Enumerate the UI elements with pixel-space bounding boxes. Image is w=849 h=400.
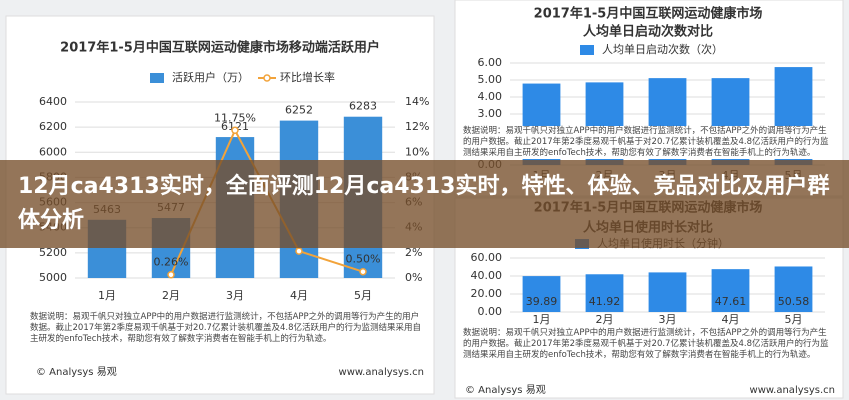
footnote: 数据说明：易观千帆只对独立APP中的用户数据进行监测统计，不包括APP之外的调用… (30, 312, 422, 345)
data-label: 6283 (349, 100, 377, 113)
y-tick-label: 5.00 (478, 73, 503, 86)
y-tick-label: 5200 (39, 246, 67, 259)
chart-title: 2017年1-5月中国互联网运动健康市场 (534, 6, 763, 22)
x-tick-label: 5月 (354, 289, 372, 302)
footnote: 数据说明：易观千帆只对独立APP中的用户数据进行监测统计，不包括APP之外的调用… (463, 126, 835, 159)
data-label: 11.75% (214, 111, 256, 124)
x-tick-label: 4月 (290, 289, 308, 302)
data-label: 39.89 (526, 295, 558, 308)
y-tick-label: 6000 (39, 145, 67, 158)
bar (585, 274, 624, 312)
y2-tick-label: 2% (405, 246, 422, 259)
footnote: 数据说明：易观千帆只对独立APP中的用户数据进行监测统计，不包括APP之外的调用… (463, 328, 835, 361)
data-label: 47.61 (715, 295, 747, 308)
legend-label: 人均单日启动次数（次） (602, 42, 723, 56)
chart-title: 2017年1-5月中国互联网运动健康市场移动端活跃用户 (60, 40, 380, 56)
data-label: 50.58 (778, 295, 810, 308)
x-tick-label: 3月 (659, 313, 677, 326)
data-label: 0.26% (154, 256, 189, 269)
bar (711, 269, 750, 312)
legend-swatch (150, 73, 164, 83)
y2-tick-label: 14% (405, 95, 429, 108)
legend-marker (263, 74, 271, 82)
x-tick-label: 1月 (98, 289, 116, 302)
data-label: 0.50% (346, 253, 381, 266)
source-url: www.analysys.cn (750, 385, 835, 396)
chart-subtitle: 人均单日启动次数对比 (583, 24, 713, 40)
legend-label: 环比增长率 (280, 70, 335, 84)
x-tick-label: 3月 (226, 289, 244, 302)
y2-tick-label: 10% (405, 145, 429, 158)
y-tick-label: 20.00 (471, 287, 503, 300)
line-point (167, 270, 175, 279)
y-tick-label: 40.00 (471, 269, 503, 282)
legend-label: 活跃用户（万） (172, 70, 249, 84)
source: © Analysys 易观 (36, 366, 117, 378)
y2-tick-label: 12% (405, 120, 429, 133)
y-tick-label: 3.00 (478, 107, 503, 120)
data-label: 41.92 (589, 295, 621, 308)
y-tick-label: 5000 (39, 271, 67, 284)
x-tick-label: 5月 (785, 313, 803, 326)
line-point (231, 126, 239, 135)
source-url: www.analysys.cn (339, 367, 424, 378)
y-tick-label: 4.00 (478, 90, 503, 103)
y2-tick-label: 0% (405, 271, 422, 284)
y-tick-label: 6.00 (478, 56, 503, 69)
source: © Analysys 易观 (465, 384, 546, 396)
x-tick-label: 2月 (162, 289, 180, 302)
y-tick-label: 0.00 (478, 305, 503, 318)
y-tick-label: 6200 (39, 120, 67, 133)
line-point (359, 267, 367, 276)
x-tick-label: 2月 (596, 313, 614, 326)
x-tick-label: 1月 (533, 313, 551, 326)
line-point (295, 247, 303, 255)
y-tick-label: 6400 (39, 95, 67, 108)
bar (522, 276, 561, 312)
x-tick-label: 4月 (722, 313, 740, 326)
y-tick-label: 60.00 (471, 251, 503, 264)
data-label: 6252 (285, 104, 313, 117)
legend-swatch (580, 45, 594, 55)
bar (774, 266, 813, 312)
overlay-title: 12月ca4313实时，全面评测12月ca4313实时，特性、体验、竞品对比及用… (0, 160, 849, 248)
bar (648, 272, 687, 312)
